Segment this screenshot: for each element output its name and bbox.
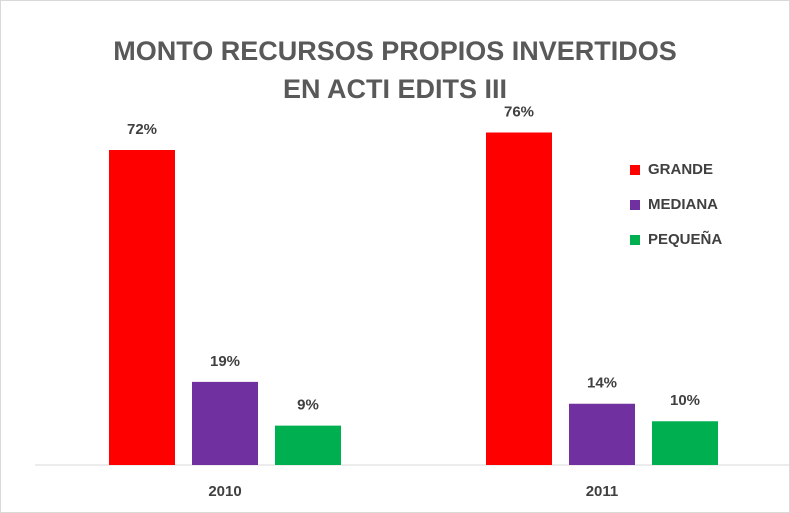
bar [275,425,341,465]
bar [109,150,175,465]
bar [486,132,552,465]
legend-swatch [630,235,640,245]
bar [652,421,718,465]
data-label: 19% [210,353,240,370]
x-tick-label: 2011 [586,483,619,500]
data-label: 72% [127,121,157,138]
x-tick-label: 2010 [208,483,241,500]
legend-label: PEQUEÑA [648,230,722,248]
bar [569,403,635,465]
legend-swatch [630,165,640,175]
data-label: 76% [504,103,534,120]
chart-title: MONTO RECURSOS PROPIOS INVERTIDOS EN ACT… [113,36,677,104]
legend-label: GRANDE [648,161,713,178]
legend-label: MEDIANA [648,196,718,213]
data-label: 14% [587,375,617,392]
data-label: 9% [297,397,319,414]
bar [192,381,258,465]
data-label: 10% [670,392,700,409]
legend-swatch [630,200,640,210]
